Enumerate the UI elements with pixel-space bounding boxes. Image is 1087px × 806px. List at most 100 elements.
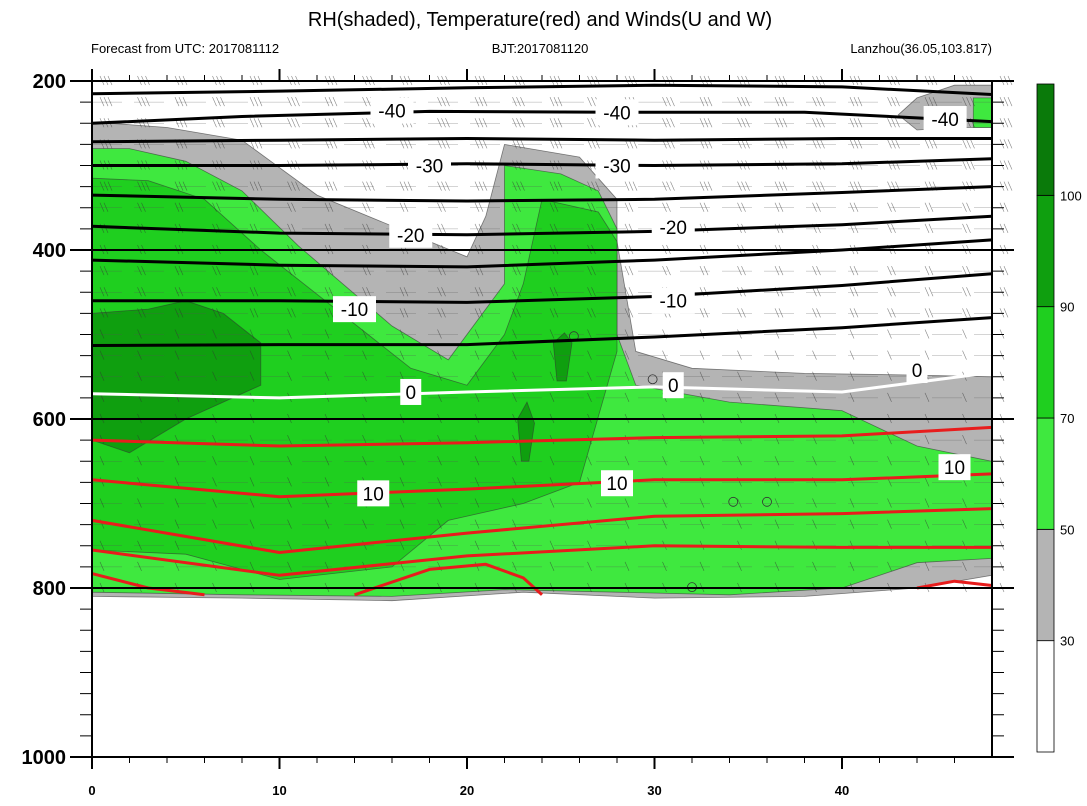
- wind-barb: [253, 181, 259, 191]
- contour-label: -20: [389, 221, 433, 248]
- wind-barb: [812, 371, 817, 381]
- wind-barb: [849, 266, 855, 276]
- contour-label: -30: [595, 152, 639, 179]
- wind-barb: [399, 350, 405, 360]
- wind-barb: [441, 181, 446, 191]
- wind-barb: [437, 202, 442, 212]
- wind-barb: [399, 329, 405, 339]
- wind-barb: [849, 350, 855, 360]
- wind-barb: [366, 97, 371, 107]
- contour-label: 0: [400, 378, 422, 405]
- wind-barb: [628, 181, 634, 191]
- wind-barb: [549, 561, 555, 571]
- wind-barb: [670, 118, 675, 128]
- rh-shading-layer: [91, 84, 993, 602]
- wind-barb: [737, 392, 742, 402]
- wind-barb: [895, 118, 900, 128]
- wind-barb: [774, 519, 780, 529]
- wind-barb: [107, 181, 113, 191]
- wind-barb: [366, 223, 371, 233]
- wind-barb: [887, 561, 892, 571]
- wind-barb: [774, 350, 780, 360]
- wind-barb: [257, 97, 263, 107]
- wind-barb: [220, 181, 225, 191]
- rh-closed-contour-marker: [762, 496, 772, 507]
- wind-barb: [557, 118, 563, 128]
- wind-barb: [699, 519, 705, 529]
- contour-label: 10: [601, 470, 633, 497]
- wind-barb: [137, 456, 142, 466]
- wind-barb: [103, 97, 109, 107]
- wind-barb: [441, 308, 446, 318]
- wind-barb: [737, 456, 742, 466]
- wind-barb: [516, 97, 521, 107]
- wind-barb: [549, 287, 555, 297]
- wind-barb: [407, 181, 413, 191]
- wind-barb: [324, 477, 330, 487]
- wind-barb: [399, 477, 405, 487]
- wind-barb: [474, 97, 480, 107]
- wind-barb: [178, 266, 184, 276]
- wind-barb: [291, 308, 296, 318]
- wind-barb: [249, 435, 255, 445]
- wind-barb: [778, 266, 784, 276]
- wind-barb: [624, 350, 630, 360]
- x-tick-label: 10: [272, 783, 286, 798]
- wind-barb: [741, 266, 746, 276]
- wind-barb: [932, 97, 938, 107]
- wind-barb: [891, 287, 896, 297]
- wind-barb: [557, 97, 563, 107]
- wind-barb: [891, 266, 896, 276]
- y-tick-label: 400: [33, 240, 66, 262]
- wind-barb: [849, 118, 855, 128]
- forecast-time-label: Forecast from UTC: 2017081112: [91, 41, 279, 56]
- wind-barb: [512, 498, 517, 508]
- wind-barb: [887, 266, 892, 276]
- wind-barb: [99, 308, 105, 318]
- wind-barb: [741, 97, 746, 107]
- wind-barb: [816, 308, 821, 318]
- wind-barb: [516, 202, 521, 212]
- wind-barb: [437, 308, 442, 318]
- wind-barb: [441, 118, 446, 128]
- contour-label-text: -10: [660, 292, 687, 313]
- wind-barb: [445, 118, 450, 128]
- wind-barb: [853, 97, 859, 107]
- x-tick-label: 40: [835, 783, 849, 798]
- wind-barb: [849, 392, 855, 402]
- wind-barb: [624, 519, 630, 529]
- wind-barb: [520, 97, 525, 107]
- wind-barb: [437, 97, 442, 107]
- wind-barb: [212, 329, 217, 339]
- wind-barb: [137, 287, 142, 297]
- wind-barb: [962, 139, 967, 149]
- wind-barb: [287, 329, 292, 339]
- wind-barb: [812, 266, 817, 276]
- wind-barb: [553, 97, 559, 107]
- temperature-contour: [91, 137, 992, 144]
- wind-barb: [474, 118, 480, 128]
- wind-barb: [703, 118, 709, 128]
- wind-barb: [403, 181, 409, 191]
- wind-barb: [774, 118, 780, 128]
- wind-barb: [737, 118, 742, 128]
- wind-barb: [962, 223, 967, 233]
- contour-label: -40: [923, 106, 967, 133]
- wind-barb: [99, 498, 105, 508]
- wind-barb: [966, 202, 971, 212]
- wind-barb: [812, 498, 817, 508]
- temperature-contour: [91, 214, 993, 237]
- wind-barb: [516, 181, 521, 191]
- wind-barb: [666, 266, 671, 276]
- wind-barb: [474, 519, 480, 529]
- wind-barb: [362, 97, 367, 107]
- wind-barb: [887, 202, 892, 212]
- wind-barb: [174, 350, 180, 360]
- wind-barb: [553, 287, 559, 297]
- contour-label: 0: [906, 356, 928, 383]
- wind-barb: [849, 371, 855, 381]
- wind-barb: [699, 498, 705, 508]
- wind-barb: [895, 97, 900, 107]
- wind-barb: [437, 498, 442, 508]
- wind-barb: [662, 118, 667, 128]
